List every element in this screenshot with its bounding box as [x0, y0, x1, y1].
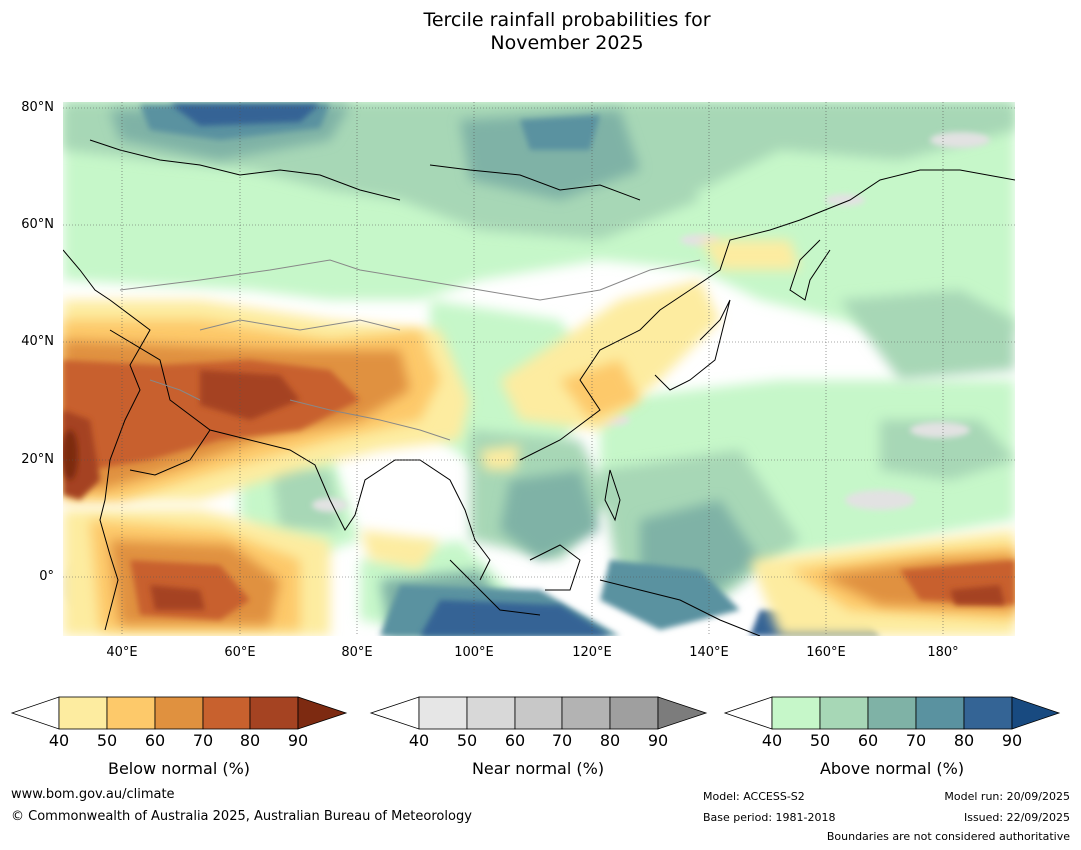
lon-label-60e: 60°E — [224, 645, 256, 660]
above-tick-90: 90 — [1001, 731, 1023, 750]
near-swatch-70-80 — [561, 696, 611, 730]
below-swatch-80-90 — [249, 696, 299, 730]
above-swatch-50-60 — [819, 696, 869, 730]
lon-label-140e: 140°E — [689, 645, 729, 660]
below-tick-70: 70 — [192, 731, 214, 750]
below-normal-label: Below normal (%) — [107, 759, 251, 778]
below-swatch-50-60 — [106, 696, 156, 730]
near-extend-high — [657, 696, 708, 730]
above-tick-80: 80 — [953, 731, 975, 750]
below-swatch-70-80 — [202, 696, 251, 730]
near-tick-40: 40 — [408, 731, 430, 750]
below-tick-40: 40 — [48, 731, 70, 750]
model-run-text: Model run: 20/09/2025 — [944, 790, 1070, 803]
colorbar-above-normal — [723, 696, 1061, 730]
lat-label-60n: 60°N — [21, 217, 54, 232]
below-normal-90-plus — [63, 430, 78, 480]
above-tick-60: 60 — [857, 731, 879, 750]
above-normal-label: Above normal (%) — [819, 759, 965, 778]
base-period-text: Base period: 1981-2018 — [703, 811, 836, 824]
colorbars — [10, 696, 1061, 730]
near-swatch-50-60 — [466, 696, 516, 730]
near-tick-90: 90 — [647, 731, 669, 750]
near-swatch-40-50 — [418, 696, 468, 730]
title-line-1: Tercile rainfall probabilities for — [423, 9, 711, 31]
near-tick-50: 50 — [456, 731, 478, 750]
lat-label-40n: 40°N — [21, 334, 54, 349]
above-tick-40: 40 — [761, 731, 783, 750]
country-borders — [119, 259, 701, 441]
lon-label-160e: 160°E — [806, 645, 846, 660]
below-tick-60: 60 — [144, 731, 166, 750]
colorbar-near-normal — [369, 696, 708, 730]
above-tick-70: 70 — [905, 731, 927, 750]
above-swatch-80-90 — [963, 696, 1013, 730]
near-tick-70: 70 — [551, 731, 573, 750]
coastlines — [63, 139, 1015, 636]
map-title: Tercile rainfall probabilities for Novem… — [0, 9, 1081, 55]
probability-field — [63, 102, 1015, 636]
above-extend-high — [1011, 696, 1061, 730]
near-tick-60: 60 — [504, 731, 526, 750]
colorbar-below-normal — [10, 696, 348, 730]
above-swatch-60-70 — [867, 696, 917, 730]
lat-label-20n: 20°N — [21, 452, 54, 467]
lon-label-40e: 40°E — [106, 645, 138, 660]
below-extend-low — [10, 696, 60, 730]
below-swatch-60-70 — [154, 696, 204, 730]
near-swatch-60-70 — [514, 696, 563, 730]
near-extend-low — [369, 696, 420, 730]
below-extend-high — [297, 696, 348, 730]
graticule — [63, 102, 1015, 636]
above-swatch-40-50 — [771, 696, 821, 730]
below-swatch-40-50 — [58, 696, 108, 730]
lat-label-80n: 80°N — [21, 100, 54, 115]
issued-text: Issued: 22/09/2025 — [963, 811, 1070, 824]
website-link[interactable]: www.bom.gov.au/climate — [11, 787, 175, 802]
below-tick-90: 90 — [287, 731, 309, 750]
near-normal-label: Near normal (%) — [471, 759, 605, 778]
near-swatch-80-90 — [609, 696, 659, 730]
lon-label-80e: 80°E — [341, 645, 373, 660]
rainfall-probability-map — [63, 102, 1015, 636]
copyright-text: © Commonwealth of Australia 2025, Austra… — [11, 809, 472, 824]
near-tick-80: 80 — [599, 731, 621, 750]
lat-label-0: 0° — [39, 569, 54, 584]
above-extend-low — [723, 696, 773, 730]
disclaimer-text: Boundaries are not considered authoritat… — [826, 830, 1070, 843]
model-text: Model: ACCESS-S2 — [703, 790, 805, 803]
above-tick-50: 50 — [809, 731, 831, 750]
below-tick-50: 50 — [96, 731, 118, 750]
lon-label-120e: 120°E — [572, 645, 612, 660]
below-tick-80: 80 — [239, 731, 261, 750]
lon-label-100e: 100°E — [454, 645, 494, 660]
lon-label-180: 180° — [927, 645, 959, 660]
above-swatch-70-80 — [915, 696, 965, 730]
title-line-2: November 2025 — [490, 32, 644, 54]
